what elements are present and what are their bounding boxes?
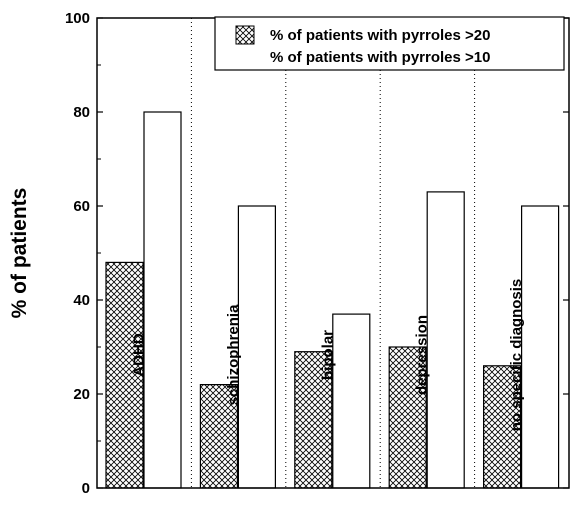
y-tick-label: 40: [73, 292, 90, 309]
bar-pyrroles-20-1: [199, 384, 238, 489]
legend-label-series-1: % of patients with pyrroles >20: [270, 27, 490, 44]
bar-pyrroles-20-0: [105, 261, 144, 489]
category-label: ADHD: [131, 333, 148, 376]
bar-pyrroles-10-0: [143, 111, 182, 489]
bar-pyrroles-20-3: [388, 346, 427, 489]
y-tick-label: 60: [73, 198, 90, 215]
bar-pyrroles-10-1: [237, 205, 276, 489]
category-label: bipolar: [319, 330, 336, 380]
y-tick-label: 80: [73, 104, 90, 121]
y-tick-label: 100: [65, 10, 90, 27]
category-label: depression: [414, 315, 431, 395]
bars: [105, 111, 560, 489]
bar-pyrroles-20-2: [294, 351, 333, 489]
legend-label-series-2: % of patients with pyrroles >10: [270, 49, 490, 66]
category-label: no specific diagnosis: [508, 279, 525, 432]
bar-pyrroles-10-3: [426, 191, 465, 489]
axes: ADHD schizophrenia bipolar depression no spe…: [65, 10, 570, 497]
y-axis-title: % of patients: [8, 188, 31, 319]
category-label: schizophrenia: [225, 304, 242, 406]
y-tick-label: 20: [73, 386, 90, 403]
bar-pyrroles-10-4: [520, 205, 560, 489]
legend-box: [214, 16, 565, 71]
legend: % of patients with pyrroles >20 % of pat…: [214, 16, 565, 71]
bar-pyrroles-10-2: [332, 313, 371, 489]
y-tick-label: 0: [82, 480, 90, 497]
legend-swatch-series-1: [235, 25, 255, 45]
